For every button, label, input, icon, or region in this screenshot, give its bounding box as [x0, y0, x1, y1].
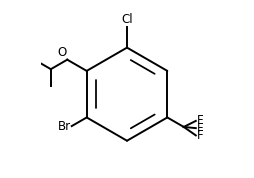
Text: F: F	[197, 122, 203, 135]
Text: Cl: Cl	[121, 13, 133, 26]
Text: O: O	[57, 46, 66, 59]
Text: Br: Br	[58, 120, 71, 133]
Text: F: F	[197, 129, 203, 142]
Text: F: F	[197, 114, 203, 127]
